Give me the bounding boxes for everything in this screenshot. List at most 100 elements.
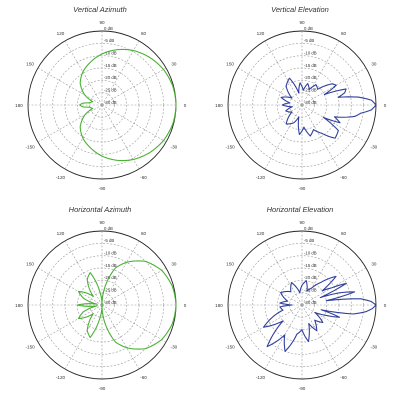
grid-spoke	[301, 104, 340, 170]
radial-tick-label: -15 dB	[104, 63, 117, 68]
angle-tick-label: -30	[371, 345, 378, 350]
pattern-line	[79, 48, 177, 162]
angle-tick-label: 120	[257, 31, 265, 36]
grid-spoke	[101, 304, 140, 370]
chart-title-vertical-azimuth: Vertical Azimuth	[73, 5, 127, 14]
grid-spoke	[264, 240, 303, 306]
angle-tick-label: 90	[299, 220, 305, 225]
angle-tick-label: -120	[56, 175, 66, 180]
grid-spoke	[64, 304, 103, 370]
angle-tick-label: 0	[184, 303, 187, 308]
angle-tick-label: 150	[26, 62, 34, 67]
angle-tick-label: -150	[226, 345, 236, 350]
angle-tick-label: 120	[257, 231, 265, 236]
radial-tick-label: -25 dB	[104, 287, 117, 292]
angle-tick-label: -150	[26, 345, 36, 350]
polar-chart-2: 0 30 60 90 120 150 180 -150 -120 -90 -60 -30 0 dB -5 …	[15, 220, 187, 391]
angle-tick-label: -60	[140, 375, 147, 380]
grid-spoke	[37, 267, 103, 306]
grid-ring	[277, 280, 327, 330]
angle-tick-label: 90	[99, 20, 105, 25]
angle-tick-label: -90	[299, 386, 306, 391]
grid-spoke	[101, 104, 167, 143]
angle-tick-label: 150	[226, 62, 234, 67]
grid-spoke	[37, 104, 103, 143]
grid-spoke	[64, 240, 103, 306]
angle-tick-label: 30	[171, 62, 177, 67]
angle-tick-label: -120	[256, 375, 266, 380]
angle-tick-label: -90	[99, 386, 106, 391]
radial-tick-label: -10 dB	[104, 250, 117, 255]
grid-spoke	[101, 67, 167, 106]
angle-tick-label: -30	[171, 345, 178, 350]
chart-title-vertical-elevation: Vertical Elevation	[271, 5, 329, 14]
chart-title-horizontal-elevation: Horizontal Elevation	[266, 205, 334, 214]
grid-ring	[52, 255, 152, 355]
angle-tick-label: 180	[215, 303, 223, 308]
angle-tick-label: -120	[56, 375, 66, 380]
radial-tick-label: -5 dB	[304, 238, 314, 243]
angle-tick-label: 30	[371, 62, 377, 67]
grid-spoke	[301, 304, 367, 343]
angle-tick-label: 90	[99, 220, 105, 225]
radial-tick-label: -30 dB	[104, 300, 117, 305]
radial-tick-label: -10 dB	[104, 50, 117, 55]
radial-tick-label: -5 dB	[104, 38, 114, 43]
grid-spoke	[64, 40, 103, 106]
angle-tick-label: -60	[140, 175, 147, 180]
radial-tick-label: -15 dB	[104, 263, 117, 268]
angle-tick-label: -150	[26, 145, 36, 150]
grid-spoke	[264, 304, 303, 370]
radial-tick-label: -20 dB	[104, 275, 117, 280]
grid-spoke	[64, 104, 103, 170]
radial-tick-label: -25 dB	[104, 87, 117, 92]
angle-tick-label: 0	[384, 303, 387, 308]
grid-spoke	[237, 304, 303, 343]
polar-chart-1: 0 30 60 90 120 150 180 -150 -120 -90 -60 -30 0 dB -5 …	[215, 20, 387, 191]
angle-tick-label: 120	[57, 231, 65, 236]
radial-tick-label: -25 dB	[304, 287, 317, 292]
grid-ring	[52, 55, 152, 155]
grid-spoke	[101, 104, 140, 170]
radial-tick-label: 0 dB	[104, 26, 113, 31]
grid-spoke	[101, 304, 167, 343]
radial-tick-label: -30 dB	[104, 100, 117, 105]
angle-tick-label: -30	[371, 145, 378, 150]
radial-tick-label: -10 dB	[304, 50, 317, 55]
angle-tick-label: 60	[141, 31, 147, 36]
grid-spoke	[101, 267, 167, 306]
angle-tick-label: -60	[340, 175, 347, 180]
radial-tick-label: -15 dB	[304, 63, 317, 68]
radial-tick-label: -30 dB	[304, 300, 317, 305]
angle-tick-label: 150	[226, 262, 234, 267]
grid-spoke	[237, 267, 303, 306]
radial-tick-label: -25 dB	[304, 87, 317, 92]
chart-title-horizontal-azimuth: Horizontal Azimuth	[68, 205, 132, 214]
angle-tick-label: -90	[99, 186, 106, 191]
angle-tick-label: 180	[215, 103, 223, 108]
grid-ring	[277, 80, 327, 130]
grid-spoke	[301, 304, 340, 370]
angle-tick-label: 30	[171, 262, 177, 267]
angle-tick-label: 0	[384, 103, 387, 108]
radial-tick-label: -30 dB	[304, 100, 317, 105]
pattern-line	[263, 275, 377, 352]
grid-spoke	[301, 240, 340, 306]
polar-chart-3: 0 30 60 90 120 150 180 -150 -120 -90 -60 -30 0 dB -5 …	[215, 220, 387, 391]
angle-tick-label: 180	[15, 103, 23, 108]
radial-tick-label: -20 dB	[104, 75, 117, 80]
angle-tick-label: -90	[299, 186, 306, 191]
angle-tick-label: 180	[15, 303, 23, 308]
grid-ring	[252, 55, 352, 155]
angle-tick-label: 60	[341, 231, 347, 236]
grid-spoke	[301, 40, 340, 106]
grid-ring	[77, 80, 127, 130]
radial-tick-label: -20 dB	[304, 75, 317, 80]
radial-tick-label: -10 dB	[304, 250, 317, 255]
radial-tick-label: -5 dB	[104, 238, 114, 243]
grid-spoke	[101, 240, 140, 306]
angle-tick-label: 60	[341, 31, 347, 36]
radial-tick-label: -15 dB	[304, 263, 317, 268]
